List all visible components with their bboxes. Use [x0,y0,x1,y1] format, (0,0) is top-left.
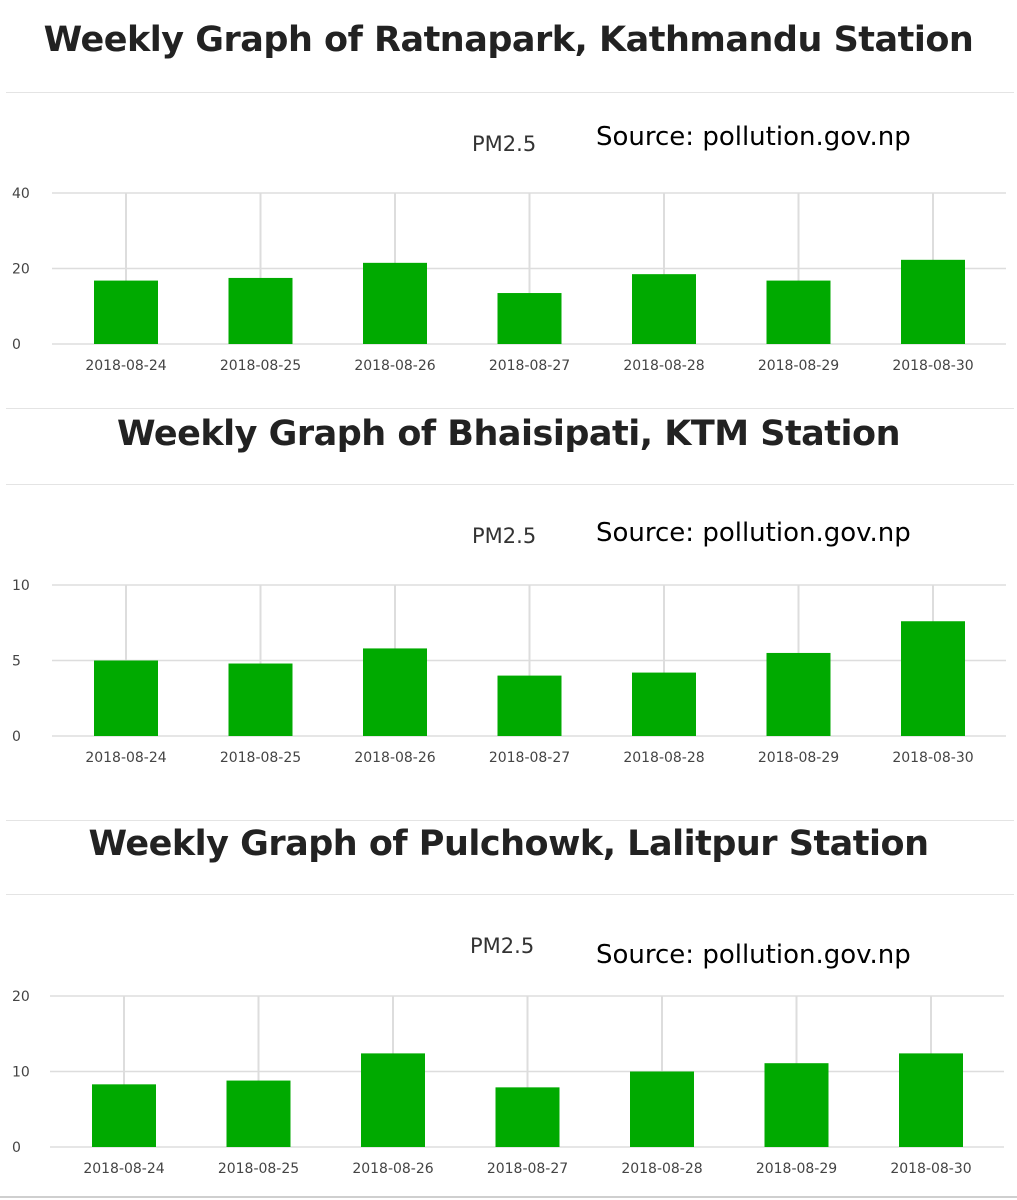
x-tick-label: 2018-08-25 [220,750,301,766]
x-tick-label: 2018-08-26 [352,1161,433,1177]
bar [94,280,158,344]
x-tick-label: 2018-08-24 [83,1161,164,1177]
source-label: Source: pollution.gov.np [596,122,911,152]
bar [92,1084,156,1147]
x-tick-label: 2018-08-29 [758,750,839,766]
x-tick-label: 2018-08-27 [487,1161,568,1177]
bar [228,663,293,736]
chart-title: Weekly Graph of Bhaisipati, KTM Station [116,414,901,454]
x-tick-label: 2018-08-28 [621,1161,702,1177]
y-tick-label: 0 [12,729,21,745]
chart-ratnapark: 0 20 40 2018-08-24 2018-08-25 2018-08-26 2018-… [12,186,1006,374]
bar [361,1053,425,1147]
x-tick-label: 2018-08-29 [756,1161,837,1177]
series-label: PM2.5 [472,132,537,156]
chart-panel-pulchowk: Weekly Graph of Pulchowk, Lalitpur Stati… [0,816,1017,1200]
bar [901,621,965,736]
chart-panel-bhaisipati: Weekly Graph of Bhaisipati, KTM Station … [0,408,1017,808]
x-tick-label: 2018-08-24 [85,358,166,374]
bar [632,672,696,736]
y-tick-label: 20 [12,262,30,278]
x-tick-label: 2018-08-27 [489,358,570,374]
x-tick-label: 2018-08-26 [354,358,435,374]
x-tick-label: 2018-08-25 [218,1161,299,1177]
y-tick-label: 20 [12,989,30,1005]
series-label: PM2.5 [472,524,537,548]
bottom-divider [0,1196,1017,1198]
x-tick-label: 2018-08-25 [220,358,301,374]
bar [497,293,562,344]
chart-title: Weekly Graph of Pulchowk, Lalitpur Stati… [88,824,929,864]
bar [632,274,696,344]
y-tick-label: 5 [12,654,21,670]
bar [764,1063,829,1147]
x-tick-label: 2018-08-30 [892,358,973,374]
y-tick-label: 10 [12,1065,30,1081]
y-tick-label: 10 [12,578,30,594]
y-tick-label: 40 [12,186,30,202]
bar [899,1053,963,1147]
bar [226,1080,291,1147]
chart-panel-ratnapark: Weekly Graph of Ratnapark, Kathmandu Sta… [0,0,1017,406]
x-tick-label: 2018-08-28 [623,358,704,374]
title-divider [6,894,1014,895]
bar [94,660,158,736]
x-tick-label: 2018-08-29 [758,358,839,374]
bar [630,1071,694,1147]
x-tick-label: 2018-08-28 [623,750,704,766]
bar [766,652,831,736]
bar [228,277,293,344]
title-divider [6,92,1014,93]
title-divider [6,484,1014,485]
bar [901,259,965,344]
x-tick-label: 2018-08-24 [85,750,166,766]
chart-bhaisipati: 0 5 10 2018-08-24 2018-08-25 2018-08-26 2018-0… [12,578,1006,766]
chart-title: Weekly Graph of Ratnapark, Kathmandu Sta… [43,20,974,60]
bar [363,648,427,736]
source-label: Source: pollution.gov.np [596,518,911,548]
chart-pulchowk: 0 10 20 2018-08-24 2018-08-25 2018-08-26 2018-… [12,989,1004,1177]
panel-divider [6,820,1014,821]
bar [495,1087,560,1147]
source-label: Source: pollution.gov.np [596,940,911,970]
y-tick-label: 0 [12,1140,21,1156]
x-tick-label: 2018-08-26 [354,750,435,766]
bar [363,262,427,344]
bar [766,280,831,344]
x-tick-label: 2018-08-30 [890,1161,971,1177]
x-tick-label: 2018-08-30 [892,750,973,766]
y-tick-label: 0 [12,337,21,353]
x-tick-label: 2018-08-27 [489,750,570,766]
bar [497,675,562,736]
series-label: PM2.5 [470,934,535,958]
panel-divider [6,408,1014,409]
